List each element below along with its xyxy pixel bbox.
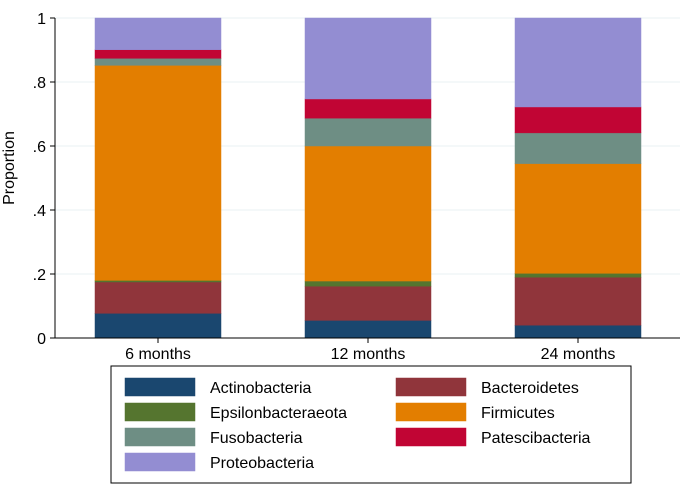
legend-swatch-firmicutes (395, 402, 467, 422)
legend-label-actinobacteria: Actinobacteria (210, 380, 311, 397)
legend-swatch-patescibacteria (395, 427, 467, 447)
legend-label-fusobacteria: Fusobacteria (210, 430, 303, 447)
x-tick-label: 24 months (541, 346, 616, 363)
y-tick-label: .2 (33, 267, 46, 284)
bar-6-months-bacteroidetes (94, 281, 222, 314)
x-tick-label: 6 months (125, 346, 191, 363)
y-tick-label: .8 (33, 75, 46, 92)
legend-swatch-fusobacteria (124, 427, 196, 447)
y-tick-label: .4 (33, 203, 46, 220)
bar-6-months-actinobacteria (94, 313, 222, 339)
bar-24-months-actinobacteria (514, 324, 642, 339)
bar-12-months-actinobacteria (304, 320, 432, 339)
bar-24-months-patescibacteria (514, 106, 642, 134)
legend-swatch-actinobacteria (124, 377, 196, 397)
legend-label-proteobacteria: Proteobacteria (210, 455, 314, 472)
legend-swatch-epsilonbacteraeota (124, 402, 196, 422)
y-tick-label: .6 (33, 139, 46, 156)
legend-box (110, 365, 632, 484)
y-tick-label: 0 (37, 331, 46, 348)
bar-24-months-firmicutes (514, 163, 642, 274)
legend-label-firmicutes: Firmicutes (481, 405, 555, 422)
bar-24-months-proteobacteria (514, 17, 642, 108)
bar-12-months-epsilonbacteraeota (304, 280, 432, 287)
bar-6-months-fusobacteria (94, 58, 222, 66)
bar-24-months-epsilonbacteraeota (514, 273, 642, 278)
bars (94, 17, 642, 339)
bar-12-months-bacteroidetes (304, 285, 432, 321)
legend-label-patescibacteria: Patescibacteria (481, 430, 590, 447)
legend: Actinobacteria Bacteroidetes Epsilonbacter… (110, 365, 632, 484)
bar-6-months-firmicutes (94, 65, 222, 281)
bar-24-months-fusobacteria (514, 132, 642, 164)
y-axis: 0 .2 .4 .6 .8 1 (33, 11, 56, 348)
legend-swatch-bacteroidetes (395, 377, 467, 397)
bar-12-months-proteobacteria (304, 17, 432, 100)
x-axis: 6 months 12 months 24 months (55, 337, 680, 363)
y-tick-label: 1 (37, 11, 46, 28)
bar-6-months-proteobacteria (94, 17, 222, 50)
y-axis-title: Proportion (1, 131, 18, 205)
bar-6-months-patescibacteria (94, 49, 222, 59)
legend-label-bacteroidetes: Bacteroidetes (481, 380, 579, 397)
bar-12-months-patescibacteria (304, 98, 432, 119)
bar-12-months-firmicutes (304, 145, 432, 282)
bar-12-months-fusobacteria (304, 117, 432, 147)
legend-swatch-proteobacteria (124, 452, 196, 472)
bar-24-months-bacteroidetes (514, 276, 642, 326)
x-tick-label: 12 months (331, 346, 406, 363)
legend-label-epsilonbacteraeota: Epsilonbacteraeota (210, 405, 347, 422)
